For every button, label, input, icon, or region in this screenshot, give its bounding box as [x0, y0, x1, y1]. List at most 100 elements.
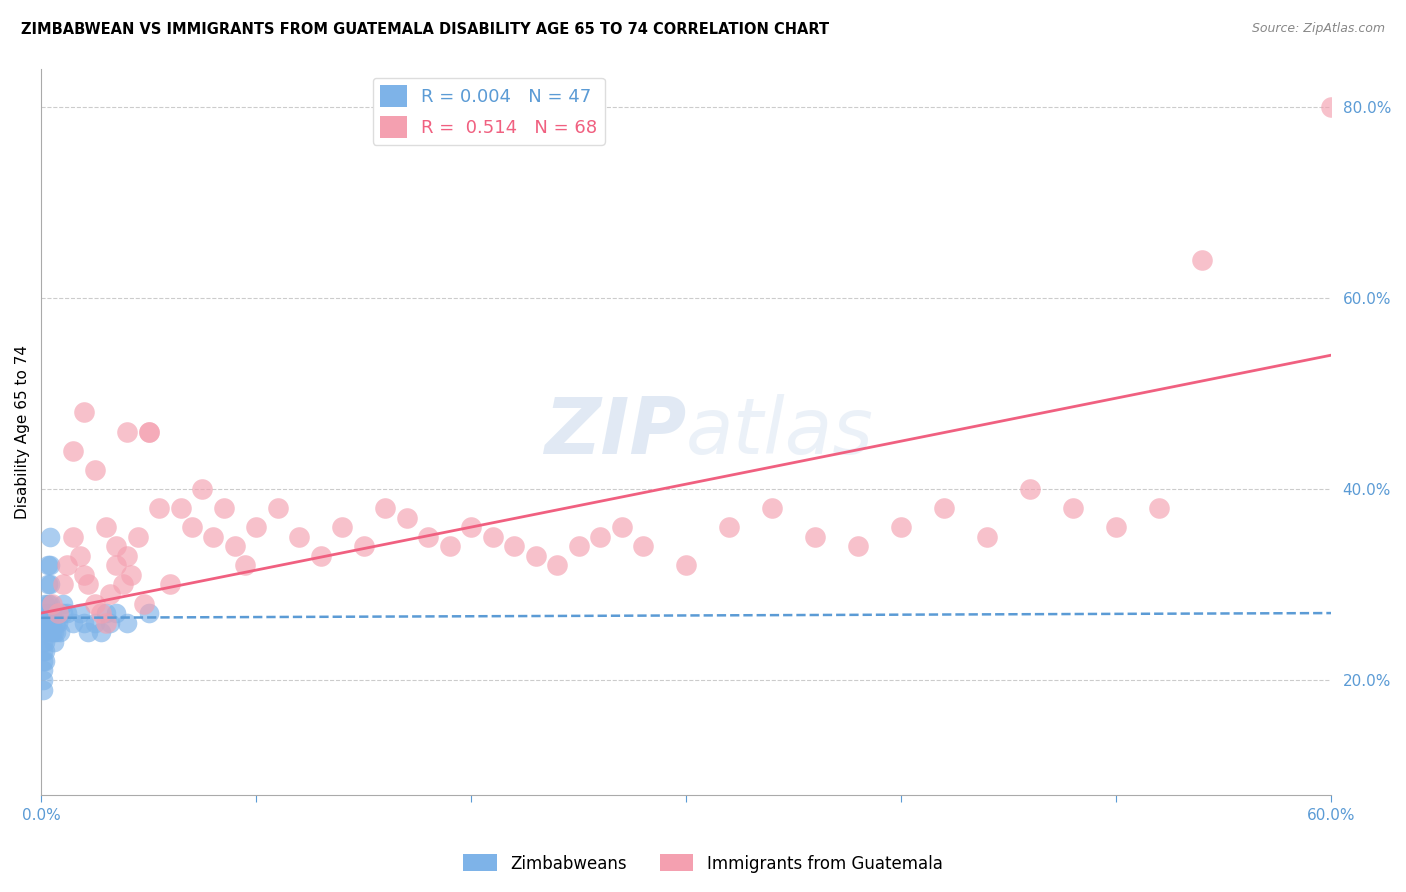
Point	[38, 597, 60, 611]
Point	[46, 606, 69, 620]
Point	[32, 654, 55, 668]
Point	[52, 606, 75, 620]
Point	[224, 539, 246, 553]
Point	[49, 625, 72, 640]
Point	[288, 530, 311, 544]
Point	[34, 634, 56, 648]
Point	[846, 539, 869, 553]
Point	[568, 539, 591, 553]
Point	[42, 634, 65, 648]
Point	[610, 520, 633, 534]
Point	[56, 606, 79, 620]
Point	[191, 482, 214, 496]
Y-axis label: Disability Age 65 to 74: Disability Age 65 to 74	[15, 344, 30, 518]
Point	[804, 530, 827, 544]
Point	[94, 606, 117, 620]
Point	[37, 558, 59, 573]
Point	[105, 539, 128, 553]
Point	[890, 520, 912, 534]
Point	[77, 577, 100, 591]
Point	[56, 558, 79, 573]
Point	[127, 530, 149, 544]
Point	[631, 539, 654, 553]
Point	[90, 625, 112, 640]
Legend: R = 0.004   N = 47, R =  0.514   N = 68: R = 0.004 N = 47, R = 0.514 N = 68	[373, 78, 605, 145]
Point	[120, 567, 142, 582]
Point	[170, 500, 193, 515]
Point	[94, 615, 117, 630]
Point	[266, 500, 288, 515]
Point	[34, 654, 56, 668]
Point	[761, 500, 783, 515]
Point	[41, 615, 63, 630]
Point	[45, 615, 67, 630]
Point	[524, 549, 547, 563]
Point	[32, 634, 55, 648]
Point	[111, 577, 134, 591]
Point	[115, 615, 138, 630]
Point	[235, 558, 257, 573]
Point	[481, 530, 503, 544]
Point	[94, 520, 117, 534]
Point	[90, 606, 112, 620]
Point	[98, 615, 121, 630]
Point	[32, 644, 55, 658]
Legend: Zimbabweans, Immigrants from Guatemala: Zimbabweans, Immigrants from Guatemala	[457, 847, 949, 880]
Point	[138, 425, 160, 439]
Point	[212, 500, 235, 515]
Point	[309, 549, 332, 563]
Point	[34, 615, 56, 630]
Point	[69, 549, 91, 563]
Point	[1320, 100, 1343, 114]
Point	[38, 558, 60, 573]
Point	[1149, 500, 1171, 515]
Point	[38, 530, 60, 544]
Point	[1191, 252, 1213, 267]
Point	[83, 463, 105, 477]
Point	[98, 587, 121, 601]
Point	[418, 530, 440, 544]
Point	[1019, 482, 1042, 496]
Point	[83, 597, 105, 611]
Point	[330, 520, 353, 534]
Point	[115, 549, 138, 563]
Text: Source: ZipAtlas.com: Source: ZipAtlas.com	[1251, 22, 1385, 36]
Point	[105, 606, 128, 620]
Point	[460, 520, 482, 534]
Point	[32, 615, 55, 630]
Point	[69, 606, 91, 620]
Point	[45, 625, 67, 640]
Point	[52, 577, 75, 591]
Point	[105, 558, 128, 573]
Point	[37, 606, 59, 620]
Point	[32, 673, 55, 687]
Point	[73, 567, 96, 582]
Point	[546, 558, 568, 573]
Point	[202, 530, 225, 544]
Point	[32, 682, 55, 697]
Point	[42, 625, 65, 640]
Point	[134, 597, 156, 611]
Point	[34, 606, 56, 620]
Point	[37, 577, 59, 591]
Point	[32, 625, 55, 640]
Point	[180, 520, 202, 534]
Point	[46, 615, 69, 630]
Point	[37, 615, 59, 630]
Point	[34, 625, 56, 640]
Text: ZIMBABWEAN VS IMMIGRANTS FROM GUATEMALA DISABILITY AGE 65 TO 74 CORRELATION CHAR: ZIMBABWEAN VS IMMIGRANTS FROM GUATEMALA …	[21, 22, 830, 37]
Point	[245, 520, 267, 534]
Text: atlas: atlas	[686, 393, 875, 469]
Point	[62, 443, 84, 458]
Point	[353, 539, 375, 553]
Point	[38, 577, 60, 591]
Point	[718, 520, 741, 534]
Point	[374, 500, 396, 515]
Point	[138, 425, 160, 439]
Point	[589, 530, 612, 544]
Point	[41, 606, 63, 620]
Point	[37, 597, 59, 611]
Point	[83, 615, 105, 630]
Point	[52, 597, 75, 611]
Point	[62, 615, 84, 630]
